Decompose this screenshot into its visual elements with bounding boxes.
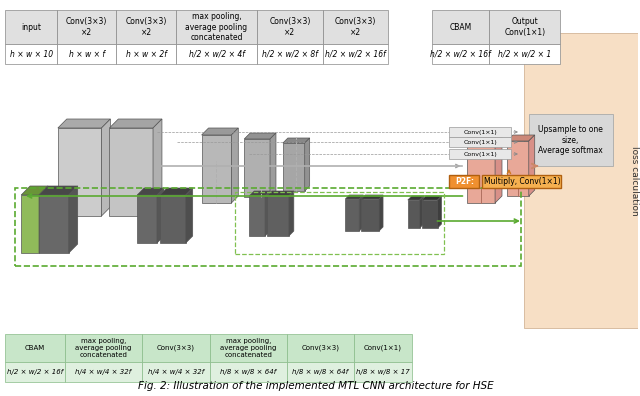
Bar [355, 334, 412, 362]
Text: max pooling,
average pooling
concatenated: max pooling, average pooling concatenate… [220, 338, 276, 358]
Polygon shape [249, 191, 270, 196]
Bar [116, 10, 176, 44]
Bar [176, 10, 257, 44]
Polygon shape [270, 133, 276, 197]
Text: loss calculation: loss calculation [630, 146, 639, 216]
Bar [257, 44, 323, 64]
Text: h/2 × w/2 × 1: h/2 × w/2 × 1 [498, 50, 552, 59]
Text: h/4 × w/4 × 32f: h/4 × w/4 × 32f [76, 369, 132, 375]
Polygon shape [467, 131, 502, 138]
Polygon shape [153, 119, 162, 216]
Bar [176, 44, 257, 64]
Polygon shape [408, 196, 424, 200]
Polygon shape [379, 195, 383, 231]
Text: h/8 × w/8 × 17: h/8 × w/8 × 17 [356, 369, 410, 375]
Text: h/8 × w/8 × 64f: h/8 × w/8 × 64f [220, 369, 276, 375]
Bar [431, 10, 489, 44]
Polygon shape [265, 191, 270, 236]
Text: Conv(3×3): Conv(3×3) [157, 345, 195, 351]
Polygon shape [305, 138, 310, 191]
Polygon shape [157, 188, 164, 243]
Polygon shape [102, 119, 110, 216]
Text: Conv(3×3)
×2: Conv(3×3) ×2 [125, 17, 167, 37]
Polygon shape [507, 141, 529, 196]
Text: max pooling,
average pooling
concatenated: max pooling, average pooling concatenate… [76, 338, 132, 358]
Polygon shape [346, 199, 359, 231]
Text: h/8 × w/8 × 64f: h/8 × w/8 × 64f [292, 369, 349, 375]
Polygon shape [361, 199, 379, 231]
Polygon shape [267, 191, 294, 196]
Polygon shape [361, 195, 383, 199]
Bar [482, 175, 561, 188]
Text: Upsample to one
size,
Average softmax: Upsample to one size, Average softmax [538, 125, 603, 155]
Bar [449, 175, 479, 188]
Polygon shape [21, 186, 48, 195]
Polygon shape [58, 119, 110, 128]
Polygon shape [68, 186, 77, 253]
Text: CBAM: CBAM [449, 23, 472, 32]
Polygon shape [109, 119, 162, 128]
Polygon shape [137, 188, 164, 195]
Bar [489, 10, 561, 44]
Text: Conv(3×3)
×2: Conv(3×3) ×2 [66, 17, 108, 37]
Bar [209, 362, 287, 382]
Text: h/4 × w/4 × 32f: h/4 × w/4 × 32f [148, 369, 204, 375]
Bar [57, 44, 116, 64]
Text: h × w × f: h × w × f [68, 50, 104, 59]
Bar [142, 334, 209, 362]
Polygon shape [202, 135, 231, 203]
Polygon shape [160, 188, 193, 195]
Text: Conv(3×3)
×2: Conv(3×3) ×2 [335, 17, 376, 37]
Polygon shape [346, 195, 364, 199]
Text: h/2 × w/2 × 16f: h/2 × w/2 × 16f [7, 369, 63, 375]
Bar [257, 10, 323, 44]
Bar [524, 33, 638, 328]
Polygon shape [359, 195, 364, 231]
Bar [116, 44, 176, 64]
Polygon shape [249, 196, 265, 236]
Text: h/2 × w/2 × 16f: h/2 × w/2 × 16f [325, 50, 386, 59]
Bar [57, 10, 116, 44]
Polygon shape [39, 186, 48, 253]
Text: Output
Conv(1×1): Output Conv(1×1) [504, 17, 545, 37]
Bar [5, 10, 57, 44]
Polygon shape [283, 138, 310, 143]
Polygon shape [529, 135, 534, 196]
Polygon shape [186, 188, 193, 243]
Text: Fig. 2: Illustration of the implemented MTL CNN architecture for HSE: Fig. 2: Illustration of the implemented … [138, 381, 493, 391]
Text: Conv(1×1): Conv(1×1) [463, 139, 497, 145]
Polygon shape [408, 200, 420, 228]
Polygon shape [21, 195, 39, 253]
Polygon shape [495, 131, 502, 203]
Bar [142, 362, 209, 382]
Text: Conv(3×3): Conv(3×3) [301, 345, 340, 351]
Polygon shape [58, 128, 102, 216]
Bar [529, 114, 613, 166]
Bar [287, 362, 355, 382]
Polygon shape [422, 196, 442, 200]
Bar [431, 44, 489, 64]
Polygon shape [438, 196, 442, 228]
Bar [449, 149, 511, 159]
Text: h × w × 2f: h × w × 2f [125, 50, 166, 59]
Bar [489, 44, 561, 64]
Polygon shape [283, 143, 305, 191]
Polygon shape [231, 128, 238, 203]
Bar [449, 127, 511, 137]
Polygon shape [422, 200, 438, 228]
Polygon shape [420, 196, 424, 228]
Text: Conv(3×3)
×2: Conv(3×3) ×2 [269, 17, 310, 37]
Text: h/2 × w/2 × 16f: h/2 × w/2 × 16f [430, 50, 491, 59]
Text: Conv(1×1): Conv(1×1) [463, 152, 497, 156]
Text: Conv(1×1): Conv(1×1) [463, 129, 497, 135]
Bar [236, 192, 444, 254]
Polygon shape [109, 128, 153, 216]
Bar [323, 10, 388, 44]
Bar [323, 44, 388, 64]
Polygon shape [160, 195, 186, 243]
Polygon shape [507, 135, 534, 141]
Text: h/2 × w/2 × 4f: h/2 × w/2 × 4f [189, 50, 244, 59]
Polygon shape [244, 133, 276, 139]
Text: Multiply, Conv(1×1): Multiply, Conv(1×1) [483, 177, 560, 186]
Text: input: input [21, 23, 41, 32]
